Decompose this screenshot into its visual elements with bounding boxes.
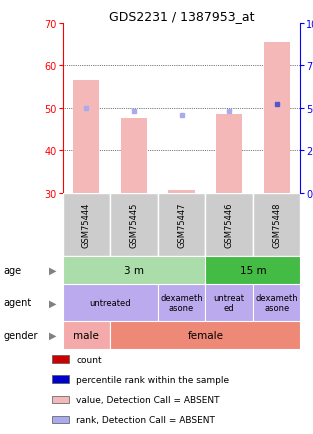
Bar bbox=[110, 321, 300, 349]
Title: GDS2231 / 1387953_at: GDS2231 / 1387953_at bbox=[109, 10, 254, 23]
Text: GSM75444: GSM75444 bbox=[82, 202, 91, 247]
Text: 3 m: 3 m bbox=[124, 265, 144, 275]
Bar bbox=[264, 43, 290, 193]
Bar bbox=[63, 256, 205, 284]
Text: ▶: ▶ bbox=[49, 265, 57, 275]
Text: GSM75447: GSM75447 bbox=[177, 202, 186, 247]
Bar bbox=[63, 193, 110, 256]
Bar bbox=[205, 256, 300, 284]
Text: gender: gender bbox=[3, 330, 38, 340]
Text: GSM75445: GSM75445 bbox=[130, 202, 138, 247]
Bar bbox=[52, 355, 69, 363]
Bar bbox=[158, 193, 205, 256]
Text: GSM75448: GSM75448 bbox=[272, 202, 281, 247]
Bar bbox=[110, 193, 158, 256]
Text: male: male bbox=[74, 330, 99, 340]
Bar bbox=[73, 81, 100, 193]
Text: percentile rank within the sample: percentile rank within the sample bbox=[76, 375, 229, 384]
Bar bbox=[158, 284, 205, 321]
Bar bbox=[216, 115, 242, 193]
Bar bbox=[52, 396, 69, 404]
Bar bbox=[121, 119, 147, 193]
Text: dexameth
asone: dexameth asone bbox=[160, 293, 203, 312]
Text: untreat
ed: untreat ed bbox=[213, 293, 245, 312]
Text: female: female bbox=[187, 330, 223, 340]
Text: agent: agent bbox=[3, 298, 31, 308]
Bar bbox=[52, 375, 69, 383]
Bar bbox=[253, 284, 300, 321]
Text: count: count bbox=[76, 355, 102, 364]
Bar bbox=[52, 416, 69, 424]
Text: ▶: ▶ bbox=[49, 330, 57, 340]
Text: GSM75446: GSM75446 bbox=[225, 202, 233, 247]
Bar bbox=[253, 193, 300, 256]
Text: age: age bbox=[3, 265, 21, 275]
Text: rank, Detection Call = ABSENT: rank, Detection Call = ABSENT bbox=[76, 415, 215, 424]
Bar bbox=[168, 191, 195, 193]
Text: 15 m: 15 m bbox=[239, 265, 266, 275]
Text: ▶: ▶ bbox=[49, 298, 57, 308]
Text: dexameth
asone: dexameth asone bbox=[255, 293, 298, 312]
Text: value, Detection Call = ABSENT: value, Detection Call = ABSENT bbox=[76, 395, 220, 404]
Bar bbox=[63, 284, 158, 321]
Bar bbox=[205, 193, 253, 256]
Bar bbox=[63, 321, 110, 349]
Bar bbox=[205, 284, 253, 321]
Text: untreated: untreated bbox=[90, 298, 131, 307]
